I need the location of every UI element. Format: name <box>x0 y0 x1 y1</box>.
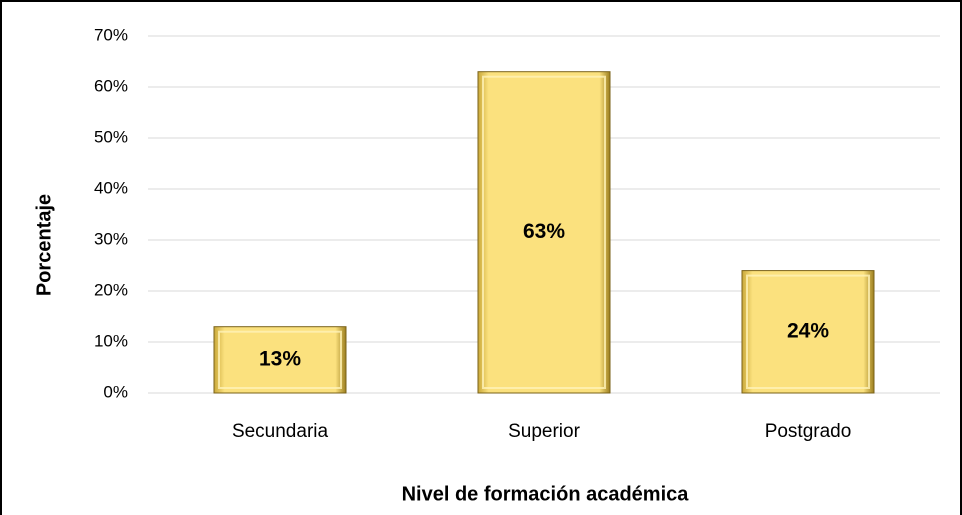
y-tick-label: 20% <box>94 280 128 299</box>
y-tick-label: 30% <box>94 229 128 248</box>
bar <box>741 270 875 394</box>
x-tick-label: Secundaria <box>232 421 329 442</box>
value-label: 24% <box>787 319 829 342</box>
bar <box>477 71 611 394</box>
value-label: 63% <box>523 220 565 243</box>
x-tick-label: Superior <box>508 421 580 442</box>
bar <box>213 326 347 394</box>
bar-bevel <box>746 274 870 390</box>
y-tick-label: 40% <box>94 178 128 197</box>
y-tick-label: 10% <box>94 331 128 350</box>
y-tick-label: 0% <box>103 382 128 401</box>
value-label: 13% <box>259 347 301 370</box>
y-axis-title: Porcentaje <box>33 194 55 296</box>
y-tick-label: 50% <box>94 127 128 146</box>
x-axis-title: Nivel de formación académica <box>402 483 690 505</box>
y-tick-label: 60% <box>94 76 128 95</box>
bar-bevel <box>482 75 606 389</box>
y-tick-label: 70% <box>94 25 128 44</box>
bar-bevel <box>218 330 342 390</box>
x-tick-label: Postgrado <box>765 421 852 442</box>
